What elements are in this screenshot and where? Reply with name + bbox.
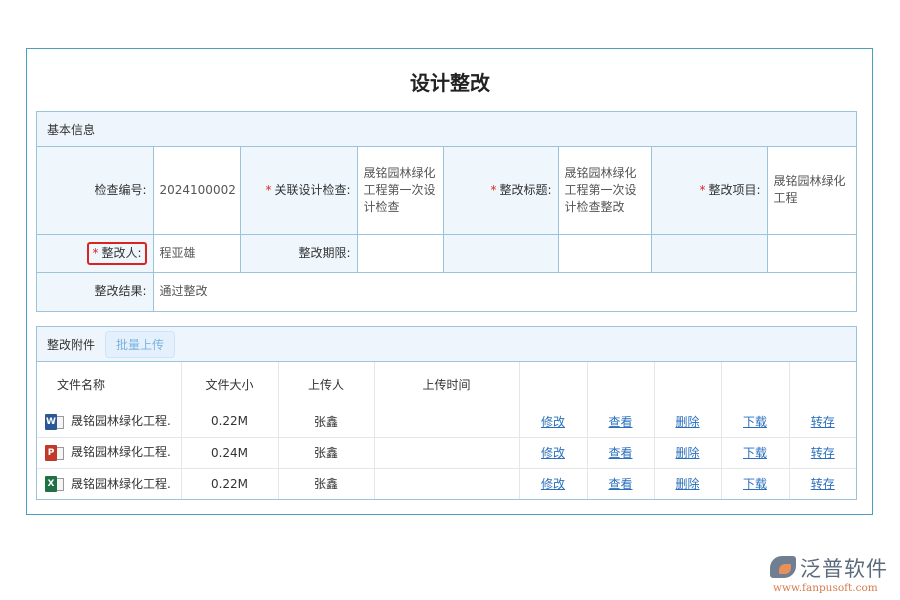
file-name[interactable]: 晟铭园林绿化工程. [71, 414, 171, 428]
logo-url: www.fanpusoft.com [773, 582, 878, 594]
batch-upload-button[interactable]: 批量上传 [105, 330, 176, 358]
project-label: * 整改项目: [650, 147, 768, 235]
attachment-row: W 晟铭园林绿化工程. 0.22M 张鑫 修改 查看 删除 下载 转存 [37, 406, 856, 438]
file-name-cell: X 晟铭园林绿化工程. [37, 468, 182, 499]
col-upload-time: 上传时间 [374, 362, 520, 406]
attachments-panel: 整改附件 批量上传 文件名称 文件大小 上传人 上传时间 W 晟铭园林绿化工程. … [36, 326, 857, 500]
col-action [721, 362, 790, 406]
check-no-label: 检查编号: [37, 147, 154, 235]
result-value: 通过整改 [152, 271, 856, 311]
col-action [519, 362, 588, 406]
empty-value [766, 233, 856, 273]
download-link[interactable]: 下载 [742, 414, 767, 429]
edit-link[interactable]: 修改 [540, 446, 565, 460]
highlight-box: * 整改人: [87, 241, 147, 265]
attachment-row: X 晟铭园林绿化工程. 0.22M 张鑫 修改 查看 删除 下载 转存 [37, 468, 856, 499]
action-cell: 删除 [654, 468, 722, 499]
uploader: 张鑫 [278, 468, 375, 499]
result-label: 整改结果: [37, 271, 154, 311]
logo-text: 泛普软件 [800, 557, 888, 581]
page-title: 设计整改 [410, 71, 490, 95]
file-size: 0.22M [181, 406, 279, 438]
view-link[interactable]: 查看 [608, 414, 633, 429]
attachments-title: 整改附件 [47, 337, 96, 352]
col-action [654, 362, 722, 406]
delete-link[interactable]: 删除 [675, 446, 700, 460]
file-name-cell: P 晟铭园林绿化工程. [37, 437, 182, 469]
view-link[interactable]: 查看 [608, 446, 633, 460]
save-as-link[interactable]: 转存 [810, 477, 835, 492]
uploader: 张鑫 [278, 406, 375, 438]
required-mark: * [699, 182, 706, 197]
basic-info-panel: 基本信息 检查编号: 2024100002 * 关联设计检查: 晟铭园林绿化工程第… [36, 111, 857, 312]
delete-link[interactable]: 删除 [675, 477, 700, 492]
logo-mark-icon [770, 556, 796, 578]
action-cell: 转存 [789, 406, 856, 438]
required-mark: * [490, 182, 497, 197]
label-text: 整改人: [101, 245, 142, 260]
uploader: 张鑫 [278, 437, 375, 469]
file-size: 0.24M [181, 437, 279, 469]
file-size: 0.22M [181, 468, 279, 499]
action-cell: 转存 [789, 468, 856, 499]
action-cell: 下载 [721, 406, 790, 438]
action-cell: 删除 [654, 437, 722, 469]
download-link[interactable]: 下载 [742, 477, 767, 492]
col-action [789, 362, 856, 406]
required-mark: * [265, 182, 272, 197]
edit-link[interactable]: 修改 [540, 477, 565, 492]
label-text: 整改标题: [499, 182, 552, 197]
person-value: 程亚雄 [152, 233, 241, 273]
deadline-label: 整改期限: [239, 233, 358, 273]
action-cell: 修改 [519, 406, 588, 438]
action-cell: 修改 [519, 468, 588, 499]
save-as-link[interactable]: 转存 [810, 446, 835, 460]
subject-label: * 整改标题: [442, 147, 559, 235]
action-cell: 查看 [587, 468, 655, 499]
label-text: 关联设计检查: [274, 182, 351, 197]
required-mark: * [92, 245, 99, 260]
edit-link[interactable]: 修改 [540, 414, 565, 429]
col-file-name: 文件名称 [37, 362, 182, 406]
project-value: 晟铭园林绿化工程 [766, 147, 856, 235]
word-file-icon: W [45, 413, 65, 431]
file-name[interactable]: 晟铭园林绿化工程. [71, 445, 171, 460]
attachment-row: P 晟铭园林绿化工程. 0.24M 张鑫 修改 查看 删除 下载 转存 [37, 437, 856, 469]
subject-value: 晟铭园林绿化工程第一次设计检查整改 [557, 147, 652, 235]
empty-label [650, 233, 768, 273]
empty-label [442, 233, 559, 273]
delete-link[interactable]: 删除 [675, 414, 700, 429]
view-link[interactable]: 查看 [608, 477, 633, 492]
basic-info-header: 基本信息 [37, 112, 856, 147]
col-uploader: 上传人 [278, 362, 375, 406]
form-frame [26, 48, 873, 515]
col-action [587, 362, 655, 406]
upload-time [374, 406, 520, 438]
excel-file-icon: X [45, 475, 65, 493]
action-cell: 下载 [721, 468, 790, 499]
ppt-file-icon: P [45, 444, 65, 462]
action-cell: 查看 [587, 406, 655, 438]
file-name[interactable]: 晟铭园林绿化工程. [71, 476, 171, 491]
file-name-cell: W 晟铭园林绿化工程. [37, 406, 182, 438]
action-cell: 删除 [654, 406, 722, 438]
action-cell: 查看 [587, 437, 655, 469]
action-cell: 修改 [519, 437, 588, 469]
col-file-size: 文件大小 [181, 362, 279, 406]
deadline-value [356, 233, 444, 273]
related-check-label: * 关联设计检查: [239, 147, 358, 235]
check-no-value: 2024100002 [152, 147, 241, 235]
upload-time [374, 468, 520, 499]
save-as-link[interactable]: 转存 [810, 414, 835, 429]
action-cell: 下载 [721, 437, 790, 469]
action-cell: 转存 [789, 437, 856, 469]
attachments-header: 整改附件 批量上传 [37, 327, 856, 362]
download-link[interactable]: 下载 [742, 446, 767, 460]
upload-time [374, 437, 520, 469]
label-text: 整改项目: [708, 182, 761, 197]
person-label: * 整改人: [37, 233, 154, 273]
empty-value [557, 233, 652, 273]
related-check-value: 晟铭园林绿化工程第一次设计检查 [356, 147, 444, 235]
